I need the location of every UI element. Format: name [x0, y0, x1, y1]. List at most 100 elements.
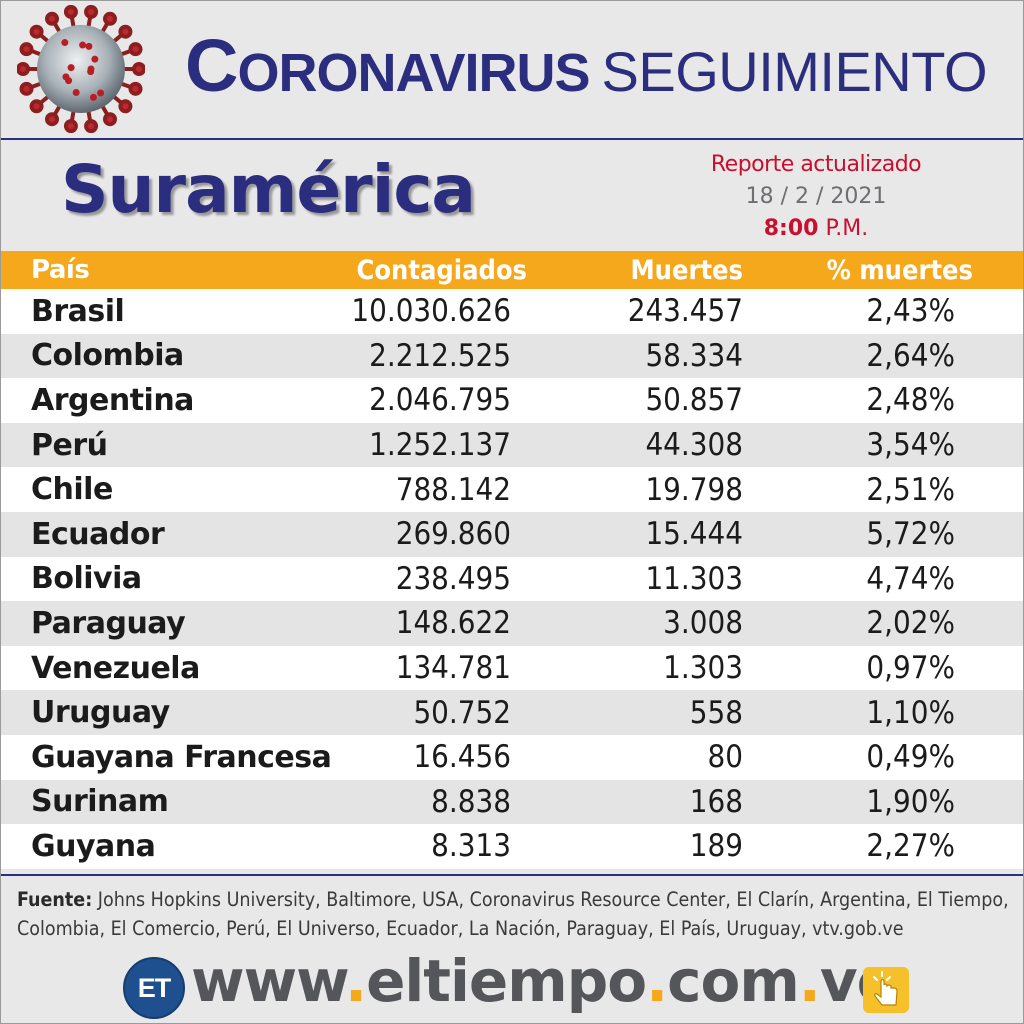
table-row: Guyana 8.313 189 2,27% [1, 824, 1023, 869]
pct-cell: 5,72% [866, 516, 955, 553]
deaths-cell: 11.303 [645, 560, 743, 597]
country-cell: Guayana Francesa [31, 739, 332, 775]
country-cell: Brasil [31, 293, 125, 329]
eltiempo-logo[interactable]: ET [123, 957, 185, 1019]
country-cell: Colombia [31, 338, 184, 374]
source-note: Fuente: Johns Hopkins University, Baltim… [17, 885, 1012, 943]
table-row: Guayana Francesa 16.456 80 0,49% [1, 734, 1023, 780]
pct-cell: 1,90% [866, 783, 955, 820]
deaths-cell: 558 [689, 694, 743, 731]
title-main: ORONAVIRUS [237, 43, 590, 103]
deaths-cell: 19.798 [645, 471, 743, 508]
header-divider [1, 138, 1023, 140]
col-header-country: País [31, 255, 90, 285]
cases-cell: 148.622 [395, 605, 511, 642]
pct-cell: 2,27% [866, 828, 955, 865]
report-label: Reporte actualizado [710, 152, 922, 177]
report-info: Reporte actualizado 18 / 2 / 2021 8:00 P… [691, 149, 941, 245]
deaths-cell: 58.334 [645, 337, 743, 374]
cases-cell: 238.495 [395, 560, 511, 597]
deaths-cell: 1.303 [663, 650, 743, 687]
col-header-deaths: Muertes [630, 254, 744, 286]
country-cell: Ecuador [31, 516, 165, 552]
pct-cell: 1,10% [866, 694, 955, 731]
url-dot: . [798, 947, 821, 1015]
pct-cell: 2,64% [866, 337, 955, 374]
country-cell: Uruguay [31, 695, 170, 731]
pct-cell: 0,97% [866, 650, 955, 687]
deaths-cell: 50.857 [645, 382, 743, 419]
pct-cell: 4,74% [866, 560, 955, 597]
table-row: Brasil 10.030.626 243.457 2,43% [1, 289, 1023, 334]
cases-cell: 16.456 [413, 739, 511, 776]
table-row: Colombia 2.212.525 58.334 2,64% [1, 333, 1023, 379]
tap-finger-icon[interactable] [863, 967, 909, 1013]
pct-cell: 2,48% [866, 382, 955, 419]
url-dot: . [345, 947, 367, 1015]
cases-cell: 1.252.137 [369, 427, 511, 464]
deaths-cell: 80 [707, 739, 743, 776]
table-row: Paraguay 148.622 3.008 2,02% [1, 601, 1023, 646]
country-cell: Argentina [31, 382, 194, 418]
table-row: Surinam 8.838 168 1,90% [1, 779, 1023, 825]
cases-cell: 134.781 [395, 650, 511, 687]
country-cell: Surinam [31, 784, 169, 820]
table-divider [1, 874, 1023, 876]
cases-cell: 8.313 [431, 828, 511, 865]
cases-cell: 50.752 [413, 694, 511, 731]
report-time-ampm: P.M. [825, 216, 869, 241]
deaths-cell: 15.444 [645, 516, 743, 553]
source-text: Johns Hopkins University, Baltimore, USA… [17, 888, 1009, 940]
url-part: eltiempo [366, 947, 647, 1015]
website-link[interactable]: www.eltiempo.com.ve [191, 947, 896, 1015]
pct-cell: 2,43% [866, 293, 955, 330]
table-header: País Contagiados Muertes % muertes [1, 251, 1023, 289]
coronavirus-icon [17, 5, 145, 133]
table-body: Brasil 10.030.626 243.457 2,43% Colombia 2.21… [1, 289, 1023, 869]
country-cell: Guyana [31, 828, 156, 864]
country-cell: Bolivia [31, 561, 142, 597]
col-header-cases: Contagiados [356, 254, 527, 286]
cases-cell: 788.142 [395, 471, 511, 508]
pct-cell: 2,51% [866, 471, 955, 508]
deaths-cell: 189 [689, 828, 743, 865]
pct-cell: 2,02% [866, 605, 955, 642]
region-title: Suramérica [61, 151, 476, 228]
cases-cell: 2.046.795 [369, 382, 511, 419]
deaths-cell: 3.008 [663, 605, 743, 642]
deaths-cell: 243.457 [627, 293, 743, 330]
cases-cell: 269.860 [395, 516, 511, 553]
title-initial: C [185, 24, 238, 107]
report-date: 18 / 2 / 2021 [745, 184, 887, 209]
title-sub: SEGUIMIENTO [601, 40, 987, 103]
col-header-pct: % muertes [826, 254, 973, 286]
url-part: com [667, 947, 800, 1015]
country-cell: Venezuela [31, 650, 200, 686]
cases-cell: 8.838 [431, 783, 511, 820]
cases-cell: 10.030.626 [351, 293, 511, 330]
country-cell: Perú [31, 427, 108, 463]
report-time: 8:00 P.M. [691, 213, 941, 245]
table-row: Bolivia 238.495 11.303 4,74% [1, 556, 1023, 602]
url-part: www [191, 947, 346, 1015]
url-dot: . [646, 947, 668, 1015]
table-row: Venezuela 134.781 1.303 0,97% [1, 645, 1023, 691]
page-title: CORONAVIRUS SEGUIMIENTO [185, 23, 987, 123]
country-cell: Chile [31, 472, 113, 508]
table-row: Uruguay 50.752 558 1,10% [1, 690, 1023, 735]
table-row: Perú 1.252.137 44.308 3,54% [1, 422, 1023, 468]
report-time-value: 8:00 [763, 216, 819, 241]
country-cell: Paraguay [31, 605, 186, 641]
table-row: Ecuador 269.860 15.444 5,72% [1, 511, 1023, 557]
pct-cell: 0,49% [866, 739, 955, 776]
deaths-cell: 168 [689, 783, 743, 820]
source-label: Fuente: [17, 888, 93, 911]
deaths-cell: 44.308 [645, 427, 743, 464]
cases-cell: 2.212.525 [369, 337, 511, 374]
footer: ET www.eltiempo.com.ve [1, 947, 1023, 1023]
table-row: Argentina 2.046.795 50.857 2,48% [1, 378, 1023, 423]
pct-cell: 3,54% [866, 427, 955, 464]
cases-table: País Contagiados Muertes % muertes Brasi… [1, 251, 1023, 869]
table-row: Chile 788.142 19.798 2,51% [1, 467, 1023, 512]
